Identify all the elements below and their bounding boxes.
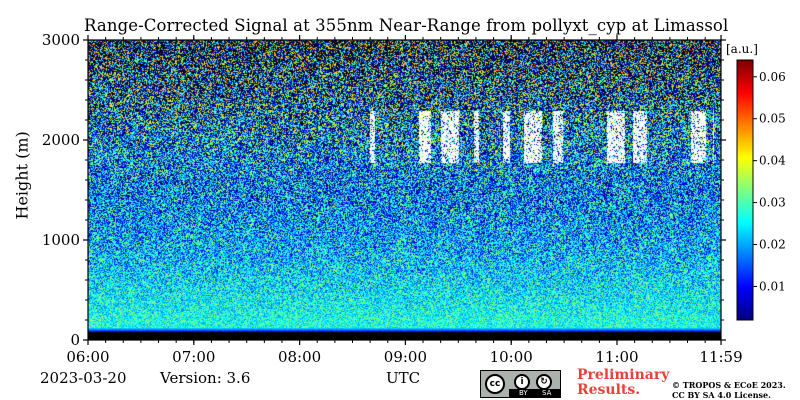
cc-license-badge[interactable]: cc i ↻ BY SA — [480, 370, 561, 398]
cc-strip: BY SA — [509, 389, 560, 397]
cc-logo-icon: cc — [485, 374, 505, 394]
colorbar-unit-label: [a.u.] — [726, 42, 758, 56]
colorbar-tick-label: 0.04 — [759, 154, 786, 168]
x-tick-label: 11:00 — [595, 348, 638, 366]
license-notice: © TROPOS & ECoE 2023. CC BY SA 4.0 Licen… — [672, 380, 786, 400]
y-tick-label: 2000 — [42, 131, 80, 149]
x-tick-label: 06:00 — [66, 348, 109, 366]
colorbar-tick-label: 0.02 — [759, 238, 786, 252]
preliminary-line-2: Results. — [577, 382, 641, 398]
share-alike-icon: ↻ — [536, 374, 552, 390]
preliminary-notice: Preliminary Results. — [577, 368, 669, 398]
colorbar-tick-label: 0.01 — [759, 279, 786, 293]
x-tick-label: 10:00 — [490, 348, 533, 366]
chart-title: Range-Corrected Signal at 355nm Near-Ran… — [84, 16, 729, 35]
colorbar-tick-label: 0.06 — [759, 70, 786, 84]
colorbar-gradient — [737, 60, 753, 320]
plot-area — [88, 40, 721, 340]
version-label: Version: 3.6 — [160, 369, 251, 387]
y-tick-label: 0 — [70, 331, 80, 349]
colorbar-frame — [736, 59, 754, 321]
attribution-icon: i — [514, 374, 530, 390]
x-tick-label: 11:59 — [699, 348, 742, 366]
preliminary-line-1: Preliminary — [577, 367, 670, 383]
cc-sa-label: SA — [542, 389, 552, 397]
colorbar — [737, 60, 753, 320]
signal-heatmap — [88, 40, 721, 340]
date-label: 2023-03-20 — [40, 369, 127, 387]
colorbar-tick-label: 0.03 — [759, 196, 786, 210]
x-tick-label: 08:00 — [278, 348, 321, 366]
cc-by-label: BY — [519, 389, 528, 397]
x-axis-label: UTC — [386, 369, 421, 387]
y-tick-label: 1000 — [42, 231, 80, 249]
license-line-2: CC BY SA 4.0 License. — [672, 390, 771, 400]
x-tick-label: 09:00 — [384, 348, 427, 366]
x-tick-label: 07:00 — [172, 348, 215, 366]
plot-frame — [87, 39, 722, 341]
colorbar-tick-label: 0.05 — [759, 112, 786, 126]
license-line-1: © TROPOS & ECoE 2023. — [672, 380, 786, 390]
y-tick-label: 3000 — [42, 31, 80, 49]
